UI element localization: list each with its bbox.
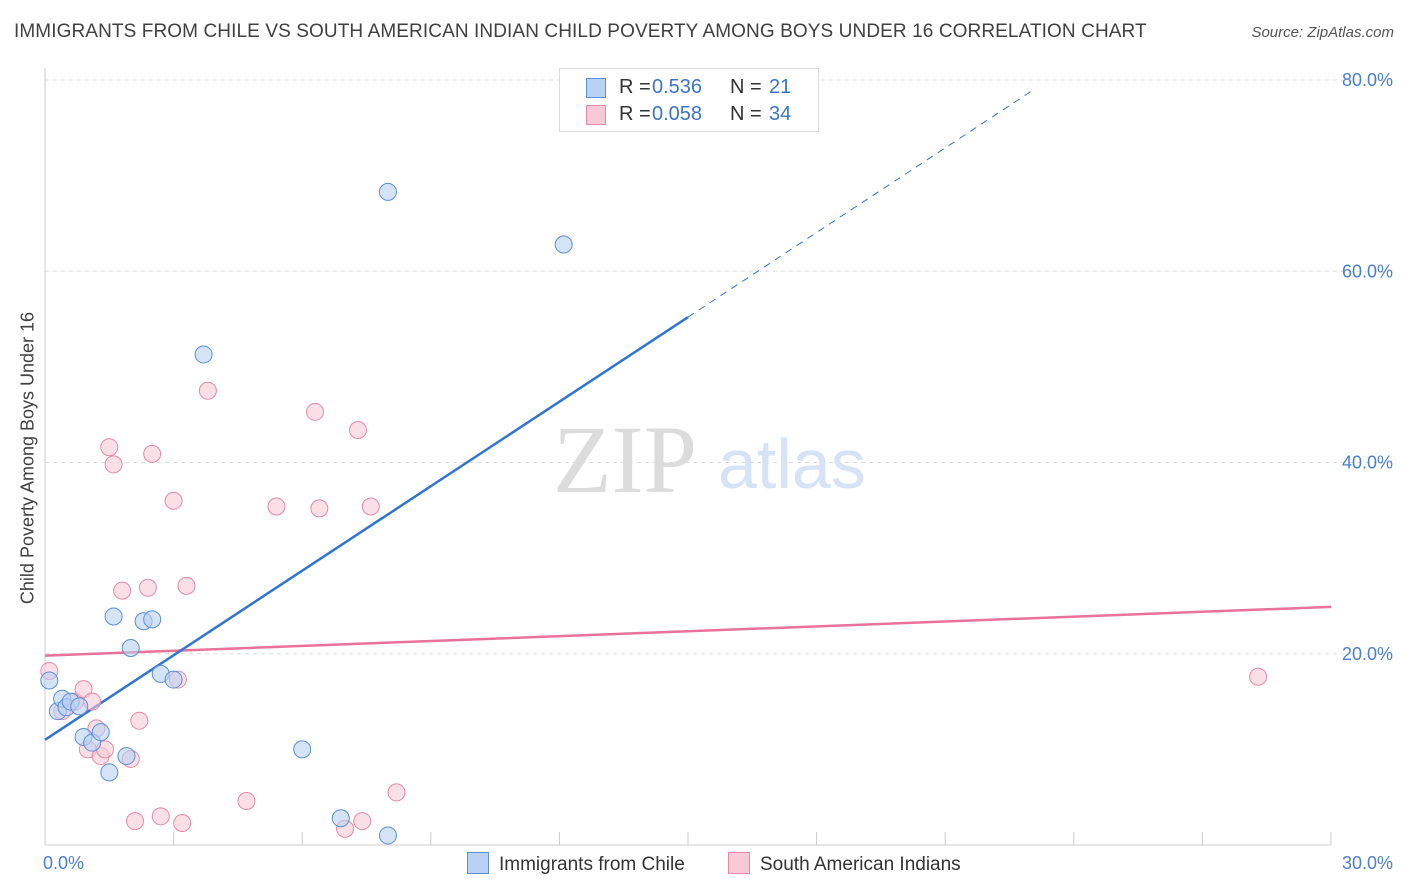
legend-label-sai: South American Indians bbox=[760, 854, 961, 875]
legend-n-label: N = bbox=[730, 76, 762, 98]
point-sai bbox=[173, 814, 192, 833]
y-tick-label: 60.0% bbox=[1342, 261, 1393, 281]
point-sai bbox=[306, 402, 325, 421]
point-sai bbox=[164, 491, 183, 510]
legend-n-value: 21 bbox=[769, 76, 792, 98]
watermark-zip: ZIP bbox=[553, 406, 697, 513]
x-tick-label: 0.0% bbox=[43, 853, 84, 873]
axes bbox=[44, 68, 1332, 846]
point-sai bbox=[353, 812, 372, 831]
legend-swatch-chile bbox=[467, 852, 489, 874]
point-chile bbox=[117, 747, 136, 766]
point-sai bbox=[143, 444, 162, 463]
legend-n-value: 34 bbox=[769, 103, 792, 125]
point-chile bbox=[331, 809, 350, 828]
y-tick-label: 20.0% bbox=[1342, 644, 1393, 664]
point-sai bbox=[267, 497, 286, 516]
point-sai bbox=[361, 497, 380, 516]
legend-swatch-sai bbox=[728, 852, 750, 874]
point-sai bbox=[387, 783, 406, 802]
trend-line-sai bbox=[44, 605, 1332, 657]
x-tick-label: 30.0% bbox=[1342, 853, 1393, 873]
legend-label-chile: Immigrants from Chile bbox=[499, 854, 685, 875]
legend-item-sai[interactable]: South American Indians bbox=[728, 852, 961, 876]
legend-swatch-sai bbox=[586, 105, 606, 125]
y-axis-label: Child Poverty Among Boys Under 16 bbox=[17, 311, 38, 605]
watermark-atlas: atlas bbox=[718, 425, 866, 503]
point-sai bbox=[151, 807, 170, 826]
point-sai bbox=[74, 680, 93, 699]
trend-line-chile-extension bbox=[687, 91, 1032, 318]
legend-r-label: R = bbox=[619, 76, 651, 98]
legend-item-chile[interactable]: Immigrants from Chile bbox=[467, 852, 685, 876]
chart-title: IMMIGRANTS FROM CHILE VS SOUTH AMERICAN … bbox=[14, 21, 1147, 42]
point-sai bbox=[310, 499, 329, 518]
trend-line-chile bbox=[44, 316, 689, 741]
trend-lines bbox=[44, 91, 1332, 741]
point-chile bbox=[100, 763, 119, 782]
point-sai bbox=[348, 420, 367, 439]
source-credit: Source: ZipAtlas.com bbox=[1251, 24, 1394, 41]
point-chile bbox=[164, 670, 183, 689]
legend-r-value: 0.536 bbox=[652, 76, 703, 98]
grid-lines bbox=[45, 79, 1392, 655]
point-chile bbox=[554, 235, 573, 254]
point-sai bbox=[138, 578, 157, 597]
y-tick-label: 80.0% bbox=[1342, 70, 1393, 90]
point-chile bbox=[91, 723, 110, 742]
legend-swatch-chile bbox=[586, 78, 606, 98]
point-chile bbox=[70, 697, 89, 716]
legend-r-label: R = bbox=[619, 103, 651, 125]
legend-r-value: 0.058 bbox=[652, 103, 703, 125]
point-chile bbox=[293, 740, 312, 759]
point-sai bbox=[126, 812, 145, 831]
point-chile bbox=[378, 826, 397, 845]
point-sai bbox=[130, 711, 149, 730]
point-sai bbox=[1249, 667, 1268, 686]
point-sai bbox=[113, 581, 132, 600]
watermark: ZIP atlas bbox=[553, 406, 866, 513]
point-chile bbox=[194, 345, 213, 364]
y-tick-label: 40.0% bbox=[1342, 453, 1393, 473]
tick-labels: 20.0% 40.0% 60.0% 80.0% 0.0% 30.0% bbox=[43, 70, 1393, 873]
point-chile bbox=[143, 610, 162, 629]
point-chile bbox=[121, 639, 140, 658]
point-sai bbox=[198, 381, 217, 400]
point-chile bbox=[104, 607, 123, 626]
point-chile bbox=[378, 182, 397, 201]
point-chile bbox=[40, 671, 59, 690]
point-sai bbox=[100, 438, 119, 457]
point-sai bbox=[237, 792, 256, 811]
point-sai bbox=[104, 455, 123, 474]
data-points bbox=[40, 182, 1268, 845]
legend-n-label: N = bbox=[730, 103, 762, 125]
stats-legend: R = 0.536 N = 21 R = 0.058 N = 34 bbox=[559, 68, 819, 132]
point-sai bbox=[177, 576, 196, 595]
